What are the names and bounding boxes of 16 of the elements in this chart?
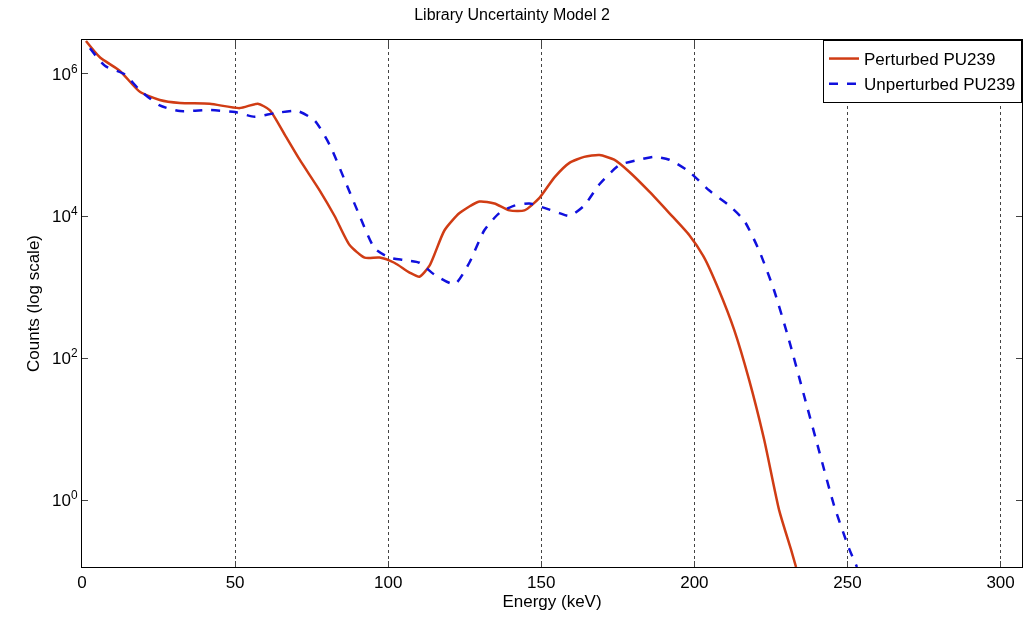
y-tick-label: 10$^{6}$ — [52, 61, 78, 84]
y-tick-label: 10$^{0}$ — [52, 488, 78, 511]
x-tick-label: 200 — [680, 573, 709, 593]
x-tick-label: 100 — [374, 573, 403, 593]
legend-label: Unperturbed PU239 — [864, 75, 1016, 95]
x-tick-label: 150 — [527, 573, 556, 593]
x-tick-label: 0 — [77, 573, 87, 593]
chart-title: Library Uncertainty Model 2 — [414, 6, 610, 24]
y-tick-label: 10$^{2}$ — [52, 345, 78, 369]
legend-label: Perturbed PU239 — [864, 50, 996, 70]
x-tick-label: 300 — [986, 573, 1015, 593]
x-tick-label: 250 — [833, 573, 862, 593]
y-axis-title: Counts (log scale) — [23, 234, 43, 373]
y-tick-label: 10$^{4}$ — [52, 203, 78, 226]
x-tick-label: 50 — [225, 573, 245, 593]
x-axis-title: Energy (keV) — [502, 592, 602, 612]
